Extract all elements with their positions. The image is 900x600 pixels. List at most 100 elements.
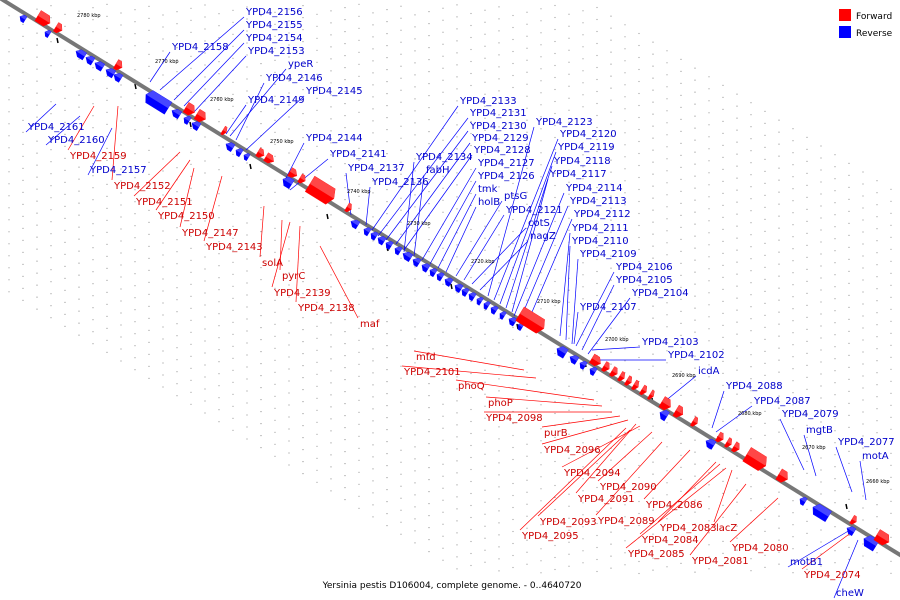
reverse-gene-label[interactable]: YPD4_2141 — [329, 149, 387, 160]
forward-gene-label[interactable]: YPD4_2074 — [803, 570, 861, 581]
reverse-gene-label[interactable]: YPD4_2119 — [557, 142, 615, 153]
reverse-gene-arrow[interactable] — [234, 147, 244, 158]
reverse-gene-arrow[interactable] — [507, 316, 518, 327]
reverse-gene-arrow[interactable] — [588, 366, 598, 377]
forward-gene-label[interactable]: YPD4_2090 — [599, 482, 657, 493]
reverse-gene-label[interactable]: motA — [862, 451, 889, 462]
reverse-gene-arrow[interactable] — [74, 48, 87, 61]
forward-gene-label[interactable]: YPD4_2084 — [641, 535, 699, 546]
reverse-gene-arrow[interactable] — [453, 282, 464, 294]
reverse-gene-label[interactable]: YPD4_2161 — [27, 122, 85, 133]
reverse-gene-label[interactable]: YPD4_2105 — [615, 275, 673, 286]
reverse-gene-arrow[interactable] — [845, 525, 857, 537]
reverse-gene-label[interactable]: YPD4_2088 — [725, 381, 783, 392]
reverse-gene-label[interactable]: YPD4_2111 — [571, 223, 629, 234]
forward-gene-arrow[interactable] — [287, 167, 300, 180]
reverse-gene-arrow[interactable] — [420, 262, 431, 273]
forward-gene-label[interactable]: YPD4_2091 — [577, 494, 635, 505]
forward-gene-arrow[interactable] — [647, 389, 656, 401]
forward-gene-label[interactable]: YPD4_2139 — [273, 288, 331, 299]
reverse-gene-arrow[interactable] — [554, 344, 569, 359]
reverse-gene-arrow[interactable] — [84, 54, 96, 66]
reverse-gene-arrow[interactable] — [104, 66, 117, 79]
forward-gene-label[interactable]: YPD4_2094 — [563, 468, 621, 479]
reverse-gene-arrow[interactable] — [498, 310, 507, 320]
forward-gene-arrow[interactable] — [849, 515, 859, 525]
reverse-gene-label[interactable]: YPD4_2087 — [753, 396, 811, 407]
forward-gene-arrow[interactable] — [873, 529, 892, 548]
reverse-gene-label[interactable]: YPD4_2157 — [89, 165, 147, 176]
reverse-gene-arrow[interactable] — [393, 245, 403, 256]
reverse-gene-label[interactable]: YPD4_2128 — [473, 145, 531, 156]
reverse-gene-label[interactable]: cotS — [528, 218, 550, 229]
reverse-gene-label[interactable]: YPD4_2114 — [565, 183, 623, 194]
reverse-gene-label[interactable]: YPD4_2153 — [247, 46, 305, 57]
forward-gene-arrow[interactable] — [690, 416, 700, 428]
forward-gene-arrow[interactable] — [639, 384, 649, 396]
reverse-gene-label[interactable]: YPD4_2154 — [245, 33, 303, 44]
reverse-gene-arrow[interactable] — [810, 502, 832, 523]
reverse-gene-arrow[interactable] — [170, 107, 183, 120]
forward-gene-label[interactable]: YPD4_2098 — [485, 413, 543, 424]
forward-gene-label[interactable]: phoQ — [458, 381, 485, 392]
forward-gene-label[interactable]: YPD4_2085 — [627, 549, 685, 560]
reverse-gene-arrow[interactable] — [142, 89, 173, 115]
forward-gene-arrow[interactable] — [182, 102, 197, 118]
forward-gene-arrow[interactable] — [34, 10, 53, 29]
reverse-gene-label[interactable]: YPD4_2156 — [245, 7, 303, 18]
forward-gene-arrow[interactable] — [742, 447, 770, 472]
reverse-gene-label[interactable]: YPD4_2134 — [415, 152, 473, 163]
forward-gene-arrow[interactable] — [220, 125, 229, 136]
reverse-gene-label[interactable]: YPD4_2113 — [569, 196, 627, 207]
reverse-gene-arrow[interactable] — [280, 175, 295, 190]
forward-gene-label[interactable]: YPD4_2101 — [403, 367, 461, 378]
forward-gene-label[interactable]: YPD4_2089 — [597, 516, 655, 527]
forward-gene-label[interactable]: YPD4_2150 — [157, 211, 215, 222]
reverse-gene-arrow[interactable] — [489, 304, 499, 315]
forward-gene-arrow[interactable] — [263, 152, 276, 165]
reverse-gene-label[interactable]: YPD4_2130 — [469, 121, 527, 132]
reverse-gene-arrow[interactable] — [657, 408, 670, 422]
reverse-gene-label[interactable]: YPD4_2131 — [469, 108, 527, 119]
forward-gene-arrow[interactable] — [724, 437, 734, 449]
reverse-gene-label[interactable]: YPD4_2120 — [559, 129, 617, 140]
reverse-gene-label[interactable]: icdA — [698, 366, 720, 377]
forward-gene-arrow[interactable] — [601, 361, 611, 374]
reverse-gene-label[interactable]: YPD4_2149 — [247, 95, 305, 106]
forward-gene-label[interactable]: YPD4_2080 — [731, 543, 789, 554]
forward-gene-arrow[interactable] — [589, 353, 603, 368]
reverse-gene-arrow[interactable] — [704, 437, 717, 450]
reverse-gene-arrow[interactable] — [384, 240, 394, 250]
forward-gene-arrow[interactable] — [775, 468, 791, 484]
forward-gene-label[interactable]: YPD4_2151 — [135, 197, 193, 208]
forward-gene-label[interactable]: YPD4_2143 — [205, 242, 263, 253]
reverse-gene-label[interactable]: YPD4_2103 — [641, 337, 699, 348]
reverse-gene-label[interactable]: YPD4_2144 — [305, 133, 363, 144]
forward-gene-label[interactable]: YPD4_2081 — [691, 556, 749, 567]
reverse-gene-arrow[interactable] — [182, 115, 192, 125]
forward-gene-arrow[interactable] — [731, 441, 741, 454]
forward-gene-arrow[interactable] — [113, 59, 124, 72]
forward-gene-arrow[interactable] — [658, 396, 674, 412]
forward-gene-arrow[interactable] — [617, 371, 627, 382]
reverse-gene-arrow[interactable] — [460, 287, 470, 297]
reverse-gene-arrow[interactable] — [578, 360, 588, 370]
forward-gene-label[interactable]: mfd — [416, 352, 436, 363]
reverse-gene-label[interactable]: YPD4_2109 — [579, 249, 637, 260]
forward-gene-label[interactable]: phoP — [488, 398, 513, 409]
forward-gene-arrow[interactable] — [515, 306, 548, 335]
forward-gene-arrow[interactable] — [672, 404, 686, 419]
forward-gene-arrow[interactable] — [297, 173, 308, 185]
reverse-gene-arrow[interactable] — [369, 230, 379, 241]
reverse-gene-arrow[interactable] — [190, 120, 202, 131]
reverse-gene-arrow[interactable] — [18, 14, 28, 24]
forward-gene-arrow[interactable] — [715, 431, 725, 444]
forward-gene-label[interactable]: YPD4_2083 — [659, 523, 717, 534]
reverse-gene-label[interactable]: cheW — [836, 588, 864, 599]
forward-gene-label[interactable]: solA — [262, 258, 283, 269]
reverse-gene-label[interactable]: YPD4_2145 — [305, 86, 363, 97]
reverse-gene-label[interactable]: YPD4_2155 — [245, 20, 303, 31]
forward-gene-arrow[interactable] — [344, 202, 354, 213]
reverse-gene-arrow[interactable] — [435, 271, 445, 282]
forward-gene-arrow[interactable] — [609, 366, 619, 379]
